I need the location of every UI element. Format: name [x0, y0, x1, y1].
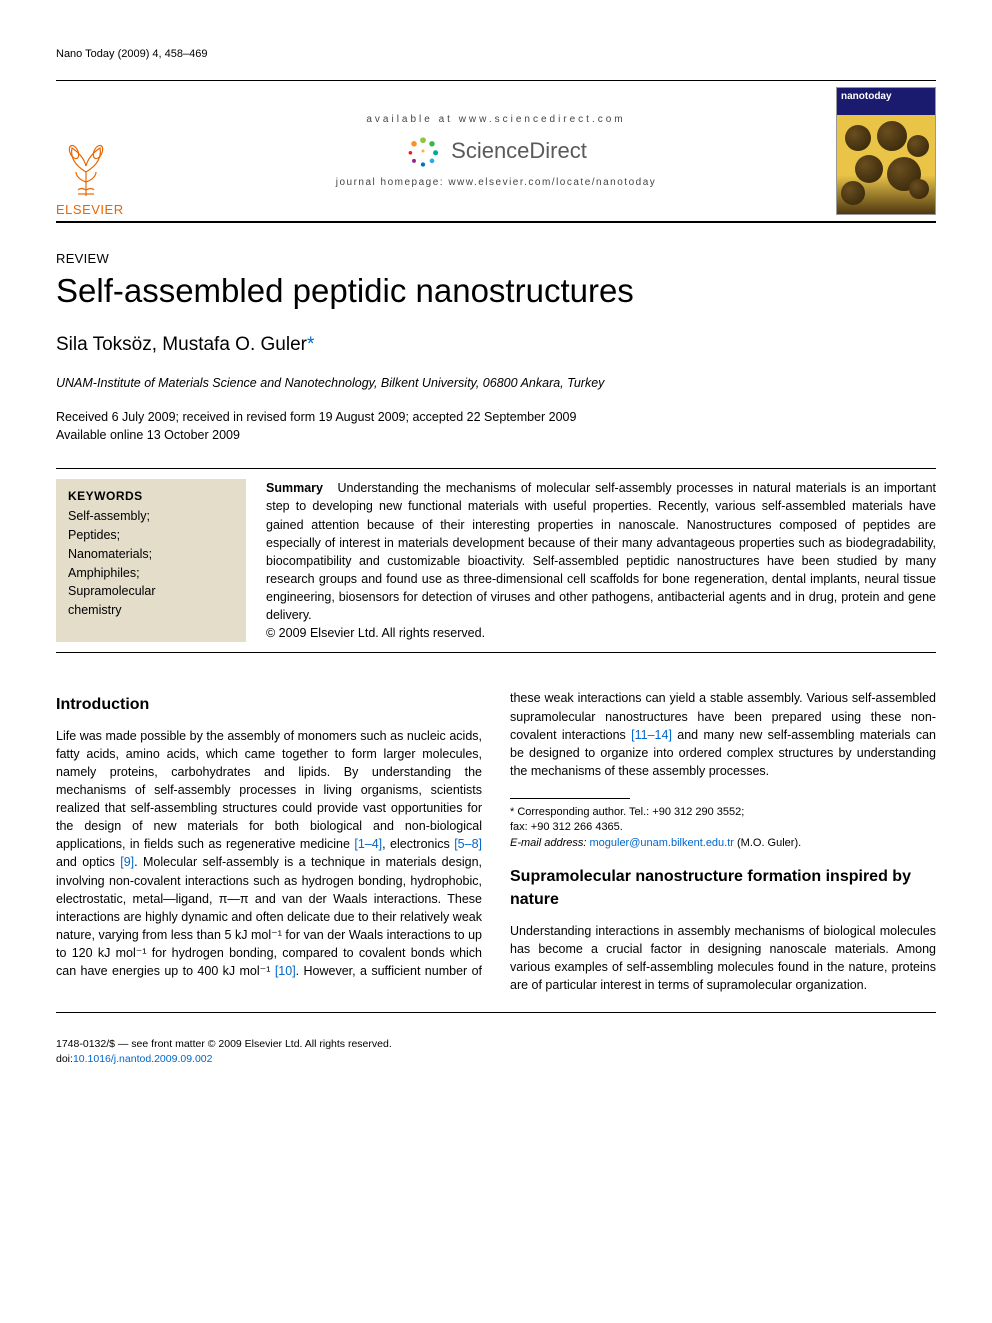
- citation-link-1-4[interactable]: [1–4]: [354, 837, 382, 851]
- fax-footnote: fax: +90 312 266 4365.: [510, 820, 936, 835]
- elsevier-tree-icon: [56, 138, 116, 198]
- journal-homepage-line: journal homepage: www.elsevier.com/locat…: [174, 177, 818, 188]
- email-link[interactable]: moguler@unam.bilkent.edu.tr: [589, 837, 733, 849]
- sec2-paragraph: Understanding interactions in assembly m…: [510, 922, 936, 995]
- rule-footer: [56, 1012, 936, 1013]
- section-heading-introduction: Introduction: [56, 693, 482, 716]
- rule-top: [56, 80, 936, 81]
- authors-names: Sila Toksöz, Mustafa O. Guler: [56, 334, 307, 355]
- sciencedirect-logo: ScienceDirect: [174, 133, 818, 169]
- abstract-column: Summary Understanding the mechanisms of …: [266, 479, 936, 642]
- keywords-box: KEYWORDS Self-assembly; Peptides; Nanoma…: [56, 479, 246, 642]
- article-title: Self-assembled peptidic nanostructures: [56, 272, 936, 310]
- journal-cover-title: nanotoday: [837, 88, 935, 105]
- footnote-rule: [510, 798, 630, 799]
- affiliation: UNAM-Institute of Materials Science and …: [56, 376, 936, 390]
- sciencedirect-label: ScienceDirect: [451, 138, 587, 164]
- citation-link-10[interactable]: [10]: [275, 964, 296, 978]
- intro-text-3: and optics: [56, 855, 120, 869]
- section-heading-supramolecular: Supramolecular nanostructure formation i…: [510, 865, 936, 911]
- abstract-text: Understanding the mechanisms of molecula…: [266, 481, 936, 622]
- intro-text-4: . Molecular self-assembly is a technique…: [56, 855, 482, 978]
- rule-below-masthead: [56, 221, 936, 223]
- footer-copyright: 1748-0132/$ — see front matter © 2009 El…: [56, 1037, 936, 1052]
- email-tail: (M.O. Guler).: [734, 837, 801, 849]
- footer-block: 1748-0132/$ — see front matter © 2009 El…: [56, 1037, 936, 1067]
- journal-cover-image: [837, 115, 935, 215]
- journal-cover-strap: [837, 105, 935, 115]
- citation-link-5-8[interactable]: [5–8]: [454, 837, 482, 851]
- masthead: ELSEVIER available at www.sciencedirect.…: [56, 83, 936, 219]
- citation-link-11-14[interactable]: [11–14]: [631, 728, 672, 742]
- doi-link[interactable]: 10.1016/j.nantod.2009.09.002: [73, 1053, 213, 1065]
- running-head: Nano Today (2009) 4, 458–469: [56, 48, 936, 60]
- abstract-label: Summary: [266, 481, 323, 495]
- intro-text-1: Life was made possible by the assembly o…: [56, 729, 482, 852]
- corresponding-author-footnote: * Corresponding author. Tel.: +90 312 29…: [510, 805, 936, 820]
- keywords-abstract-block: KEYWORDS Self-assembly; Peptides; Nanoma…: [56, 468, 936, 653]
- intro-text-2: , electronics: [382, 837, 454, 851]
- page-container: Nano Today (2009) 4, 458–469 ELSEVIER: [0, 0, 992, 1107]
- article-dates: Received 6 July 2009; received in revise…: [56, 408, 936, 444]
- body-two-column: Introduction Life was made possible by t…: [56, 689, 936, 994]
- email-footnote: E-mail address: moguler@unam.bilkent.edu…: [510, 836, 936, 851]
- available-at-line: available at www.sciencedirect.com: [174, 114, 818, 125]
- dates-online: Available online 13 October 2009: [56, 426, 936, 444]
- footnotes-block: * Corresponding author. Tel.: +90 312 29…: [510, 798, 936, 851]
- publisher-name: ELSEVIER: [56, 202, 162, 217]
- authors-line: Sila Toksöz, Mustafa O. Guler*: [56, 334, 936, 356]
- masthead-center: available at www.sciencedirect.com: [166, 83, 826, 219]
- keywords-list: Self-assembly; Peptides; Nanomaterials; …: [68, 507, 234, 620]
- dates-received: Received 6 July 2009; received in revise…: [56, 408, 936, 426]
- keywords-heading: KEYWORDS: [68, 489, 234, 503]
- doi-prefix: doi:: [56, 1053, 73, 1065]
- journal-cover: nanotoday: [836, 87, 936, 215]
- email-label: E-mail address:: [510, 837, 586, 849]
- corresponding-author-link[interactable]: *: [307, 334, 314, 355]
- journal-cover-block: nanotoday: [826, 83, 936, 219]
- abstract-copyright: © 2009 Elsevier Ltd. All rights reserved…: [266, 624, 936, 642]
- citation-link-9[interactable]: [9]: [120, 855, 134, 869]
- publisher-block: ELSEVIER: [56, 83, 166, 219]
- sciencedirect-burst-icon: [405, 133, 441, 169]
- footer-doi: doi:10.1016/j.nantod.2009.09.002: [56, 1052, 936, 1067]
- article-type: REVIEW: [56, 251, 936, 266]
